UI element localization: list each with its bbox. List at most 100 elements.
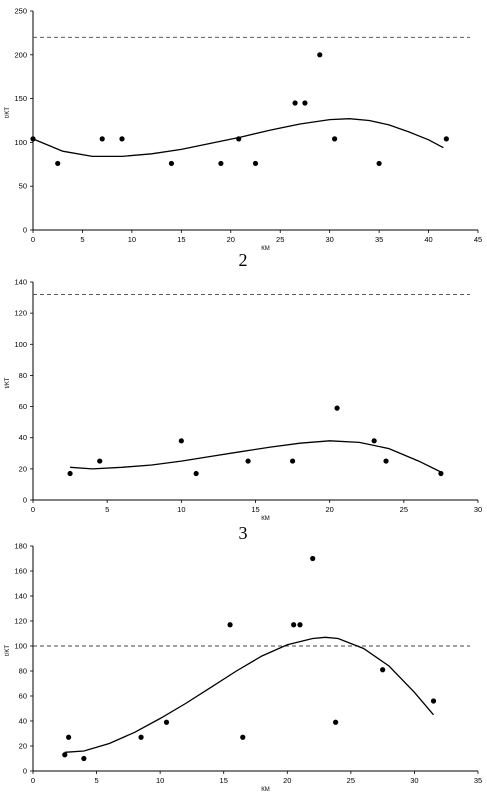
y-tick-label: 80 [19, 667, 27, 676]
x-tick-label: 35 [375, 235, 383, 244]
y-tick-label: 140 [14, 278, 27, 287]
data-point [310, 555, 316, 562]
data-point [289, 458, 296, 464]
x-axis-label: КМ [261, 787, 270, 793]
y-tick-label: 120 [14, 309, 27, 318]
x-tick-label: 15 [177, 235, 185, 244]
x-tick-label: 10 [156, 776, 164, 785]
data-point [317, 52, 323, 58]
x-tick-label: 30 [410, 776, 418, 785]
x-tick-label: 15 [220, 776, 228, 785]
data-point [236, 136, 242, 142]
x-tick-label: 40 [424, 235, 432, 244]
chart-2: 0 20 40 60 80 100 120 140 0 5 10 15 20 25 30 КМ t/KT 2 3 [5, 250, 482, 543]
data-point [438, 470, 444, 477]
data-point [81, 755, 87, 762]
y-tick-label: 40 [19, 433, 27, 442]
y-tick-label: 200 [14, 50, 27, 59]
panel-label: 3 [239, 523, 248, 543]
x-tick-label: 30 [325, 235, 333, 244]
y-tick-label: 60 [19, 402, 27, 411]
y-tick-label: 250 [14, 7, 27, 16]
y-tick-label: 0 [23, 226, 27, 235]
y-tick-label: 40 [19, 717, 27, 726]
y-tick-label: 80 [19, 371, 27, 380]
y-axis-label: t/KT [5, 645, 11, 656]
x-tick-label: 20 [227, 235, 235, 244]
x-tick-label: 25 [276, 235, 284, 244]
data-point [297, 622, 303, 628]
data-point [380, 667, 386, 673]
y-tick-label: 0 [23, 496, 27, 505]
y-tick-label: 160 [14, 567, 27, 576]
trend-curve [70, 440, 442, 473]
data-point [240, 734, 246, 740]
data-point [30, 136, 36, 142]
data-point [97, 458, 103, 464]
data-point [62, 752, 68, 758]
data-point [302, 100, 308, 106]
x-tick-label: 45 [474, 235, 482, 244]
x-tick-label: 0 [31, 776, 35, 785]
y-tick-label: 0 [23, 767, 27, 776]
x-tick-label: 5 [80, 235, 84, 244]
data-point [138, 734, 144, 740]
x-tick-label: 5 [105, 505, 109, 514]
x-tick-label: 30 [474, 505, 482, 514]
y-tick-label: 180 [14, 542, 27, 551]
x-tick-label: 5 [94, 776, 98, 785]
data-point [119, 136, 125, 142]
chart-3: 0 20 40 60 80 100 120 140 160 180 0 5 10 15 20 25 30 35 КМ… [5, 542, 482, 794]
x-tick-label: 15 [251, 505, 259, 514]
data-point [67, 470, 73, 477]
y-axis-label: t/KT [5, 377, 11, 388]
data-point [334, 405, 340, 411]
y-axis-label: t/KT [5, 107, 11, 118]
y-tick-label: 100 [14, 138, 27, 147]
data-point [383, 458, 389, 464]
trend-curve [64, 636, 434, 753]
y-tick-label: 100 [14, 642, 27, 651]
data-point [178, 438, 184, 444]
data-point [55, 160, 61, 167]
y-tick-label: 120 [14, 617, 27, 626]
data-point [99, 136, 105, 142]
x-tick-label: 35 [474, 776, 482, 785]
y-tick-label: 60 [19, 692, 27, 701]
x-tick-label: 25 [347, 776, 355, 785]
data-point [443, 136, 449, 142]
x-tick-label: 0 [31, 235, 35, 244]
data-point [163, 719, 170, 725]
x-tick-label: 25 [400, 505, 408, 514]
data-point [193, 470, 199, 477]
x-tick-label: 20 [325, 505, 333, 514]
data-point [168, 160, 175, 167]
y-tick-label: 20 [19, 742, 27, 751]
trend-curve [32, 118, 444, 158]
panel-label: 2 [239, 250, 248, 270]
y-tick-label: 20 [19, 464, 27, 473]
data-point [292, 100, 298, 106]
y-tick-label: 50 [19, 182, 27, 191]
y-tick-label: 100 [14, 340, 27, 349]
x-tick-label: 10 [177, 505, 185, 514]
chart-1: 0 50 100 150 200 250 0 5 10 15 20 25 30 35 40 45 КМ t/KT [5, 7, 482, 253]
data-point [218, 160, 224, 167]
y-tick-label: 140 [14, 592, 27, 601]
data-point [245, 458, 251, 464]
data-point [227, 622, 233, 628]
data-point [376, 160, 382, 167]
x-axis-label: КМ [261, 246, 270, 252]
data-point [430, 698, 437, 704]
data-point [371, 438, 377, 444]
data-point [291, 622, 297, 628]
data-point [252, 160, 259, 167]
data-point [332, 136, 338, 142]
x-tick-label: 20 [283, 776, 291, 785]
data-point [333, 719, 339, 725]
y-tick-label: 150 [14, 94, 27, 103]
x-tick-label: 10 [128, 235, 136, 244]
x-axis-label: КМ [261, 516, 270, 522]
x-tick-label: 0 [31, 505, 35, 514]
data-point [66, 734, 72, 740]
